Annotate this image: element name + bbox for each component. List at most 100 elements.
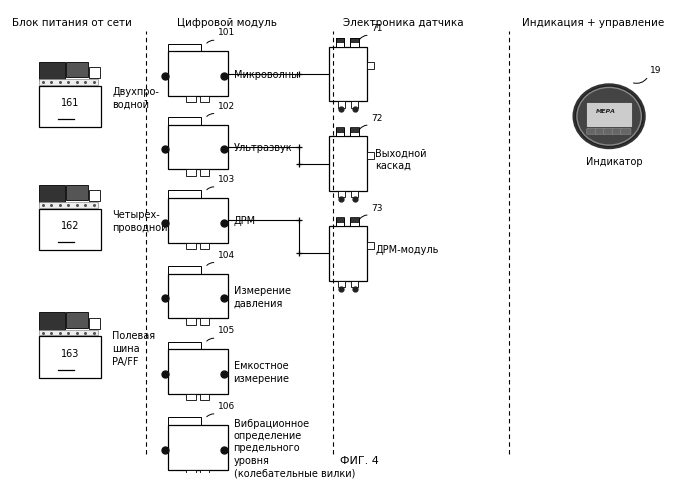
- Text: Четырех-
проводной: Четырех- проводной: [112, 209, 168, 232]
- Text: 19: 19: [650, 65, 662, 75]
- FancyBboxPatch shape: [335, 39, 344, 47]
- FancyBboxPatch shape: [351, 128, 359, 133]
- FancyBboxPatch shape: [169, 425, 228, 470]
- FancyBboxPatch shape: [199, 243, 209, 249]
- FancyBboxPatch shape: [330, 137, 367, 191]
- FancyBboxPatch shape: [39, 203, 98, 208]
- FancyBboxPatch shape: [351, 191, 358, 198]
- FancyBboxPatch shape: [367, 63, 374, 70]
- Text: 104: 104: [218, 250, 235, 259]
- Text: ДРМ: ДРМ: [234, 216, 256, 226]
- Text: 72: 72: [371, 114, 382, 122]
- FancyBboxPatch shape: [169, 198, 228, 203]
- FancyBboxPatch shape: [39, 313, 65, 331]
- Text: 162: 162: [61, 221, 79, 231]
- FancyBboxPatch shape: [335, 38, 344, 43]
- FancyBboxPatch shape: [39, 87, 102, 128]
- Text: Вибрационное
определение
предельного
уровня
(колебательные вилки): Вибрационное определение предельного уро…: [234, 418, 355, 477]
- FancyBboxPatch shape: [39, 209, 102, 250]
- Text: ДРМ-модуль: ДРМ-модуль: [375, 244, 439, 254]
- FancyBboxPatch shape: [89, 68, 100, 79]
- FancyBboxPatch shape: [39, 80, 98, 86]
- Text: Микроволны: Микроволны: [234, 70, 298, 79]
- FancyBboxPatch shape: [169, 274, 228, 319]
- Text: Индикатор: Индикатор: [586, 157, 643, 167]
- FancyBboxPatch shape: [335, 128, 344, 133]
- FancyBboxPatch shape: [338, 191, 344, 198]
- FancyBboxPatch shape: [66, 313, 88, 328]
- FancyBboxPatch shape: [330, 47, 367, 102]
- FancyBboxPatch shape: [199, 97, 209, 103]
- FancyBboxPatch shape: [351, 102, 358, 108]
- FancyBboxPatch shape: [169, 349, 228, 394]
- FancyBboxPatch shape: [169, 52, 228, 57]
- Text: Емкостное
измерение: Емкостное измерение: [234, 361, 290, 383]
- FancyBboxPatch shape: [595, 129, 606, 135]
- Text: Цифровой модуль: Цифровой модуль: [177, 18, 277, 28]
- FancyBboxPatch shape: [351, 281, 358, 287]
- FancyBboxPatch shape: [338, 281, 344, 287]
- FancyBboxPatch shape: [169, 266, 202, 274]
- FancyBboxPatch shape: [186, 319, 195, 325]
- FancyBboxPatch shape: [39, 62, 65, 80]
- FancyBboxPatch shape: [186, 97, 195, 103]
- Text: Двухпро-
водной: Двухпро- водной: [112, 87, 159, 110]
- FancyBboxPatch shape: [39, 330, 98, 336]
- FancyBboxPatch shape: [89, 190, 100, 202]
- FancyBboxPatch shape: [367, 153, 374, 160]
- FancyBboxPatch shape: [89, 318, 100, 329]
- FancyBboxPatch shape: [335, 129, 344, 137]
- Text: 105: 105: [218, 326, 235, 334]
- FancyBboxPatch shape: [169, 191, 202, 198]
- FancyBboxPatch shape: [169, 417, 202, 425]
- FancyBboxPatch shape: [199, 394, 209, 400]
- FancyBboxPatch shape: [351, 39, 359, 47]
- Text: 161: 161: [61, 98, 79, 108]
- Text: 71: 71: [371, 24, 383, 33]
- Text: МЕРА: МЕРА: [596, 109, 616, 114]
- FancyBboxPatch shape: [335, 218, 344, 227]
- FancyBboxPatch shape: [169, 342, 202, 349]
- Text: Блок питания от сети: Блок питания от сети: [11, 18, 132, 28]
- FancyBboxPatch shape: [39, 337, 102, 378]
- FancyBboxPatch shape: [199, 170, 209, 176]
- FancyBboxPatch shape: [186, 170, 195, 176]
- FancyBboxPatch shape: [351, 129, 359, 137]
- FancyBboxPatch shape: [335, 218, 344, 223]
- Text: 106: 106: [218, 401, 235, 410]
- FancyBboxPatch shape: [338, 102, 344, 108]
- FancyBboxPatch shape: [330, 227, 367, 281]
- Text: Индикация + управление: Индикация + управление: [522, 18, 665, 28]
- Text: Электроника датчика: Электроника датчика: [344, 18, 464, 28]
- FancyBboxPatch shape: [603, 129, 614, 135]
- FancyBboxPatch shape: [66, 185, 88, 201]
- Ellipse shape: [577, 88, 641, 146]
- FancyBboxPatch shape: [367, 242, 374, 249]
- FancyBboxPatch shape: [351, 218, 359, 227]
- FancyBboxPatch shape: [169, 52, 228, 97]
- FancyBboxPatch shape: [169, 274, 228, 279]
- FancyBboxPatch shape: [612, 129, 622, 135]
- FancyBboxPatch shape: [199, 470, 209, 476]
- FancyBboxPatch shape: [39, 185, 65, 203]
- Text: 101: 101: [218, 28, 235, 37]
- FancyBboxPatch shape: [169, 45, 202, 52]
- Text: Выходной
каскад: Выходной каскад: [375, 148, 427, 171]
- FancyBboxPatch shape: [169, 118, 202, 125]
- Text: 163: 163: [61, 348, 79, 358]
- FancyBboxPatch shape: [169, 198, 228, 243]
- FancyBboxPatch shape: [186, 394, 195, 400]
- Text: 103: 103: [218, 175, 235, 183]
- Text: 102: 102: [218, 102, 235, 110]
- FancyBboxPatch shape: [186, 243, 195, 249]
- FancyBboxPatch shape: [351, 218, 359, 223]
- FancyBboxPatch shape: [169, 425, 228, 430]
- Text: Ультразвук: Ультразвук: [234, 143, 292, 152]
- FancyBboxPatch shape: [199, 319, 209, 325]
- Text: Полевая
шина
PA/FF: Полевая шина PA/FF: [112, 330, 155, 366]
- FancyBboxPatch shape: [169, 125, 228, 170]
- FancyBboxPatch shape: [169, 125, 228, 130]
- FancyBboxPatch shape: [587, 104, 631, 126]
- FancyBboxPatch shape: [186, 470, 195, 476]
- FancyBboxPatch shape: [351, 38, 359, 43]
